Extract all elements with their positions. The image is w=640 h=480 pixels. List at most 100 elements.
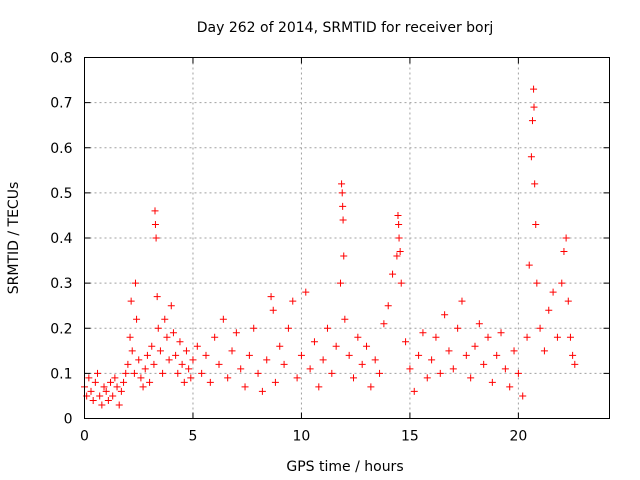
- data-point: [338, 189, 346, 197]
- data-point: [102, 387, 110, 395]
- data-point: [553, 333, 561, 341]
- data-point: [151, 207, 159, 215]
- data-point: [174, 369, 182, 377]
- data-point: [389, 270, 397, 278]
- data-point: [363, 342, 371, 350]
- data-point: [178, 360, 186, 368]
- data-point: [98, 401, 106, 409]
- data-point: [137, 374, 145, 382]
- data-points: [81, 85, 579, 409]
- data-point: [338, 180, 346, 188]
- data-point: [306, 365, 314, 373]
- data-point: [350, 374, 358, 382]
- data-point: [354, 333, 362, 341]
- data-point: [120, 378, 128, 386]
- data-point: [484, 333, 492, 341]
- data-point: [180, 378, 188, 386]
- data-point: [336, 279, 344, 287]
- data-point: [341, 315, 349, 323]
- data-point: [130, 369, 138, 377]
- data-point: [224, 374, 232, 382]
- data-point: [419, 329, 427, 337]
- data-point: [560, 248, 568, 256]
- data-point: [154, 324, 162, 332]
- y-axis-label: SRMTID / TECUs: [6, 182, 22, 295]
- data-point: [339, 202, 347, 210]
- data-point: [428, 356, 436, 364]
- data-point: [117, 387, 125, 395]
- data-point: [167, 302, 175, 310]
- data-point: [153, 293, 161, 301]
- data-point: [100, 383, 108, 391]
- data-point: [380, 320, 388, 328]
- data-point: [523, 333, 531, 341]
- x-tick-label: 15: [401, 429, 419, 445]
- data-point: [395, 220, 403, 228]
- data-point: [415, 351, 423, 359]
- data-point: [115, 401, 123, 409]
- data-point: [358, 360, 366, 368]
- data-point: [562, 234, 570, 242]
- data-point: [376, 369, 384, 377]
- data-point: [532, 220, 540, 228]
- data-point: [423, 374, 431, 382]
- data-point: [148, 342, 156, 350]
- y-tick-label: 0.2: [50, 321, 72, 337]
- data-point: [151, 220, 159, 228]
- x-tick-label: 5: [189, 429, 198, 445]
- data-point: [396, 248, 404, 256]
- data-point: [497, 329, 505, 337]
- data-point: [113, 383, 121, 391]
- data-point: [536, 324, 544, 332]
- data-point: [267, 293, 275, 301]
- data-point: [250, 324, 258, 332]
- y-tick-label: 0: [64, 412, 73, 428]
- data-point: [395, 234, 403, 242]
- data-point: [530, 85, 538, 93]
- data-point: [165, 356, 173, 364]
- data-point: [506, 383, 514, 391]
- data-point: [126, 333, 134, 341]
- data-point: [345, 351, 353, 359]
- y-tick-label: 0.7: [50, 96, 72, 112]
- data-point: [159, 369, 167, 377]
- data-point: [96, 392, 104, 400]
- data-point: [258, 387, 266, 395]
- data-point: [87, 387, 95, 395]
- data-point: [269, 306, 277, 314]
- data-point: [271, 378, 279, 386]
- y-tick-label: 0.6: [50, 141, 72, 157]
- data-point: [135, 356, 143, 364]
- data-point: [163, 333, 171, 341]
- data-point: [480, 360, 488, 368]
- data-point: [232, 329, 240, 337]
- data-point: [89, 396, 97, 404]
- data-point: [133, 315, 141, 323]
- data-point: [206, 378, 214, 386]
- data-point: [152, 234, 160, 242]
- data-point: [393, 252, 401, 260]
- data-point: [297, 351, 305, 359]
- data-point: [237, 365, 245, 373]
- data-point: [150, 360, 158, 368]
- grid-lines: [84, 57, 610, 419]
- data-point: [241, 383, 249, 391]
- data-point: [397, 279, 405, 287]
- data-point: [146, 378, 154, 386]
- y-tick-label: 0.4: [50, 231, 72, 247]
- data-point: [187, 374, 195, 382]
- data-point: [122, 369, 130, 377]
- data-point: [219, 315, 227, 323]
- data-point: [189, 356, 197, 364]
- data-point: [545, 306, 553, 314]
- data-point: [332, 342, 340, 350]
- data-point: [310, 338, 318, 346]
- data-point: [501, 365, 509, 373]
- data-point: [193, 342, 201, 350]
- data-point: [202, 351, 210, 359]
- data-point: [139, 383, 147, 391]
- data-point: [566, 333, 574, 341]
- data-point: [107, 378, 115, 386]
- data-point: [141, 365, 149, 373]
